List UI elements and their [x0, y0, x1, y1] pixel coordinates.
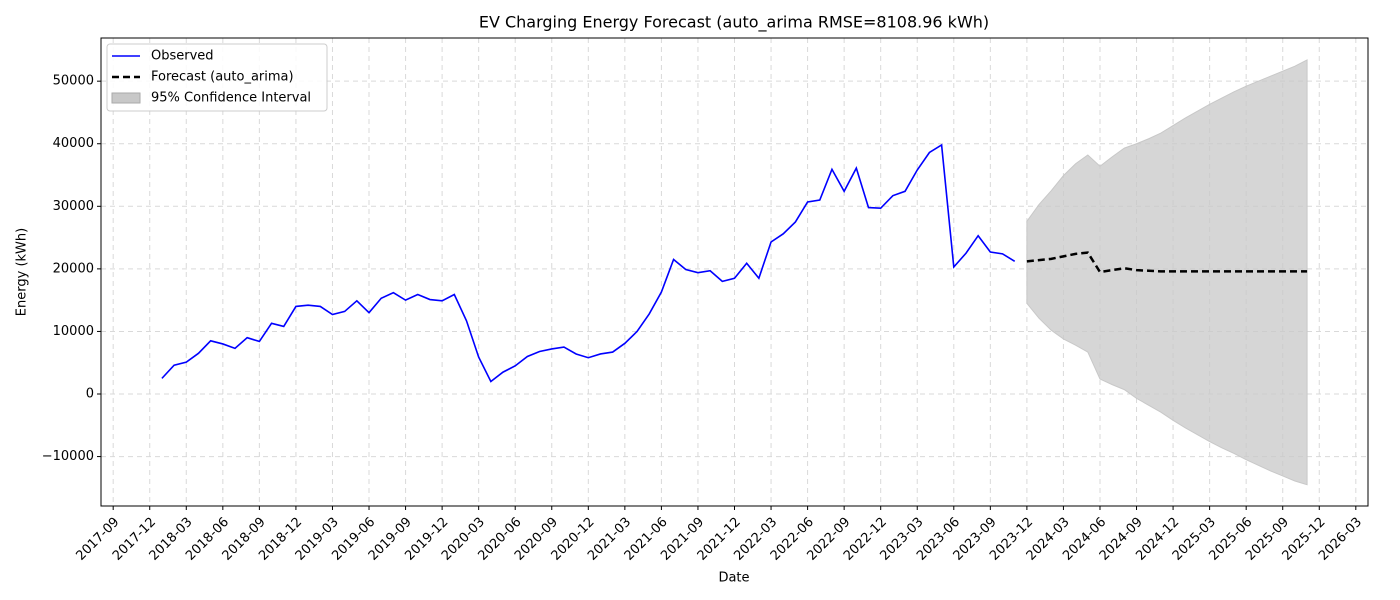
- y-tick-label: 20000: [53, 261, 94, 276]
- y-tick-label: 30000: [53, 199, 94, 214]
- y-tick-label: 50000: [53, 74, 94, 89]
- legend: Observed Forecast (auto_arima) 95% Confide…: [106, 43, 328, 112]
- x-axis-label: Date: [718, 571, 749, 586]
- plot-frame: [100, 37, 1369, 507]
- y-tick-label: 10000: [53, 324, 94, 339]
- y-tick-label: 0: [86, 387, 94, 402]
- legend-label: 95% Confidence Interval: [151, 91, 311, 106]
- legend-label: Observed: [151, 49, 214, 64]
- y-tick-label: 40000: [53, 136, 94, 151]
- legend-label: Forecast (auto_arima): [151, 70, 294, 85]
- data-line: [161, 143, 1016, 383]
- chart-title: EV Charging Energy Forecast (auto_arima …: [479, 13, 989, 33]
- y-tick-label: −10000: [42, 449, 94, 464]
- y-axis-label: Energy (kWh): [15, 228, 30, 316]
- legend-box: [106, 43, 328, 112]
- confidence-band: [1026, 59, 1308, 486]
- data-line: [1026, 251, 1308, 274]
- legend-swatch: [111, 92, 141, 104]
